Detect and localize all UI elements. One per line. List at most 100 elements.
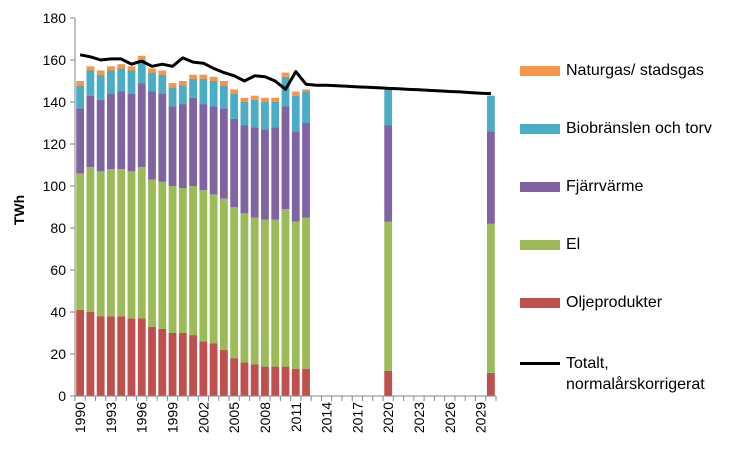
bar-segment [240, 97, 249, 102]
bar-segment [148, 326, 156, 396]
legend-item-el: El [520, 234, 736, 255]
bar-segment [281, 76, 290, 107]
bar-segment [86, 312, 95, 396]
bar-segment [168, 87, 177, 107]
bar-segment [76, 85, 85, 109]
bar-segment [281, 209, 290, 367]
bar-segment [199, 78, 208, 105]
bar-segment [281, 106, 290, 210]
bar-segment [271, 102, 280, 128]
bars [76, 55, 495, 396]
bar-segment [107, 169, 115, 317]
y-tick-label: 100 [43, 178, 67, 194]
bar-segment [240, 213, 249, 363]
legend-swatch-oljeprodukter [520, 298, 560, 308]
bar-segment [271, 219, 280, 367]
bar-segment [261, 366, 269, 396]
y-tick-label: 180 [43, 10, 67, 26]
bar-segment [384, 370, 393, 396]
bar-segment [250, 99, 259, 128]
legend-swatch-el [520, 240, 560, 250]
bar-segment [117, 91, 126, 170]
bar-segment [189, 74, 197, 79]
bar-segment [76, 108, 85, 174]
bar-segment [76, 173, 85, 310]
bar-segment [219, 85, 228, 109]
total-line [79, 53, 491, 96]
y-tick-label: 140 [43, 94, 67, 110]
legend-label-oljeprodukter: Oljeprodukter [566, 294, 663, 311]
x-tick-label: 1990 [72, 402, 88, 433]
bar-segment [261, 102, 269, 130]
x-tick-label: 2008 [257, 402, 273, 433]
bar-segment [96, 74, 105, 100]
bar-segment [158, 181, 167, 329]
bar-segment [271, 97, 280, 102]
legend-item-naturgas: Naturgas/ stadsgas [520, 60, 736, 81]
bar-segment [127, 66, 136, 71]
y-tick-label: 120 [43, 136, 67, 152]
bar-segment [219, 198, 228, 350]
bar-segment [219, 81, 228, 86]
legend-item-oljeprodukter: Oljeprodukter [520, 292, 736, 313]
bar-segment [261, 219, 269, 367]
bar-segment [137, 83, 146, 168]
bar-segment [148, 91, 156, 180]
legend-label-el: El [566, 236, 581, 253]
bar-segment [107, 70, 115, 94]
bar-segment [107, 316, 115, 396]
y-tick-label: 20 [50, 346, 66, 362]
x-tick-label: 2029 [473, 402, 489, 433]
bar-segment [189, 335, 197, 396]
legend-item-biobransle: Biobränslen och torv [520, 118, 736, 139]
y-tick-label: 160 [43, 52, 67, 68]
bar-segment [158, 93, 167, 182]
bar-segment [127, 318, 136, 396]
bar-segment [271, 127, 280, 220]
legend-label-naturgas: Naturgas/ stadsgas [566, 62, 704, 79]
bar-segment [127, 70, 136, 94]
bar-segment [240, 125, 249, 214]
bar-segment [199, 190, 208, 342]
bar-segment [230, 89, 239, 94]
x-tick-label: 2011 [288, 402, 304, 432]
x-tick-label: 2014 [319, 402, 335, 433]
bar-segment [178, 104, 187, 189]
x-tick-label: 1999 [165, 402, 181, 433]
bar-segment [189, 97, 197, 186]
x-tick-label: 2005 [226, 402, 242, 433]
legend-swatch-fjarrvarme [520, 182, 560, 192]
bar-segment [281, 366, 290, 396]
bar-segment [302, 368, 310, 396]
x-axis-tick-labels: 1990 1993 1996 1999 2002 2005 2008 2011 2014 2017… [72, 402, 488, 433]
bar-segment [291, 95, 300, 132]
bar-segment [168, 333, 177, 396]
bar-segment [230, 118, 239, 207]
bar-segment [86, 167, 95, 312]
bar-segment [219, 349, 228, 396]
bar-segment [261, 97, 269, 102]
legend-label-biobransle: Biobränslen och torv [566, 120, 712, 137]
bar-segment [250, 95, 259, 100]
bar-segment [199, 104, 208, 191]
bar-segment [291, 368, 300, 396]
bar-segment [486, 95, 495, 132]
bar-segment [209, 194, 218, 344]
bar-segment [486, 372, 495, 396]
legend-swatch-naturgas [520, 66, 560, 76]
legend: Naturgas/ stadsgas Biobränslen och torv … [520, 0, 735, 400]
bar-segment [209, 106, 218, 195]
bar-segment [199, 74, 208, 79]
bar-segment [302, 123, 310, 218]
bar-segment [158, 74, 167, 94]
bar-segment [96, 70, 105, 75]
x-tick-label: 2017 [349, 402, 365, 433]
bar-segment [250, 217, 259, 365]
bar-segment [137, 55, 146, 60]
bar-segment [178, 81, 187, 86]
bar-segment [96, 171, 105, 317]
bar-segment [302, 91, 310, 123]
bar-segment [189, 186, 197, 336]
bar-segment [168, 106, 177, 186]
bar-segment [117, 169, 126, 317]
